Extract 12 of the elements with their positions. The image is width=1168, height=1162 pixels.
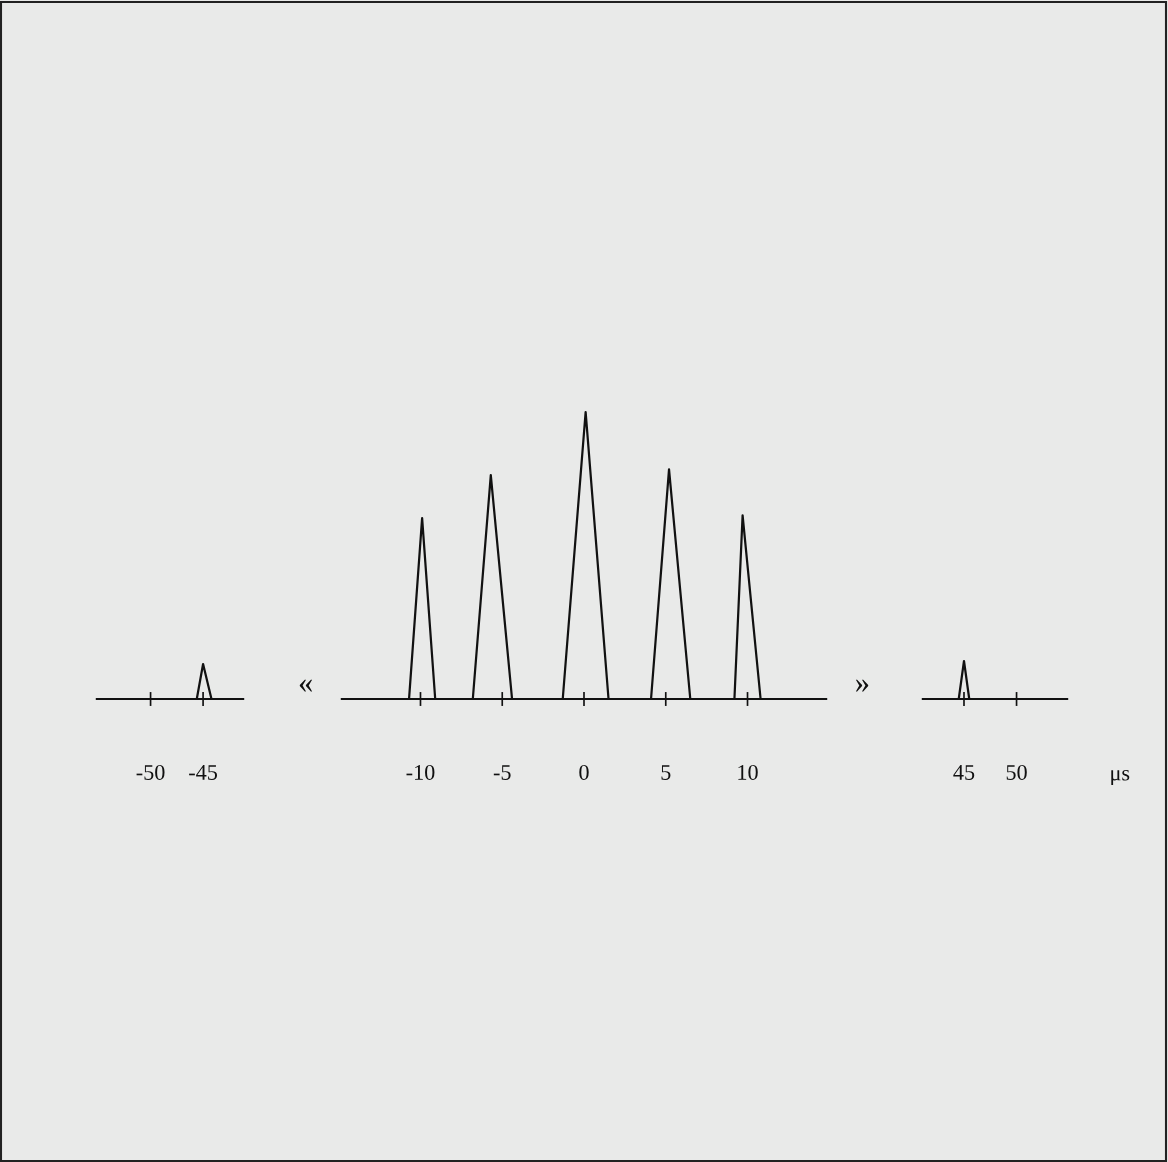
x-tick-label: -10	[406, 764, 435, 780]
x-tick-label: 50	[1006, 764, 1027, 780]
x-tick-label: 10	[738, 764, 758, 780]
x-tick-label: 45	[953, 765, 975, 780]
x-tick-label: 0	[579, 764, 589, 780]
text: »	[855, 679, 869, 692]
text: «	[299, 679, 313, 692]
x-tick-label: -50	[136, 764, 165, 780]
x-tick-label: -45	[189, 765, 218, 780]
x-axis-title: μs	[1111, 769, 1130, 786]
x-tick-label: -5	[493, 765, 511, 780]
x-tick-label: 5	[661, 765, 671, 780]
